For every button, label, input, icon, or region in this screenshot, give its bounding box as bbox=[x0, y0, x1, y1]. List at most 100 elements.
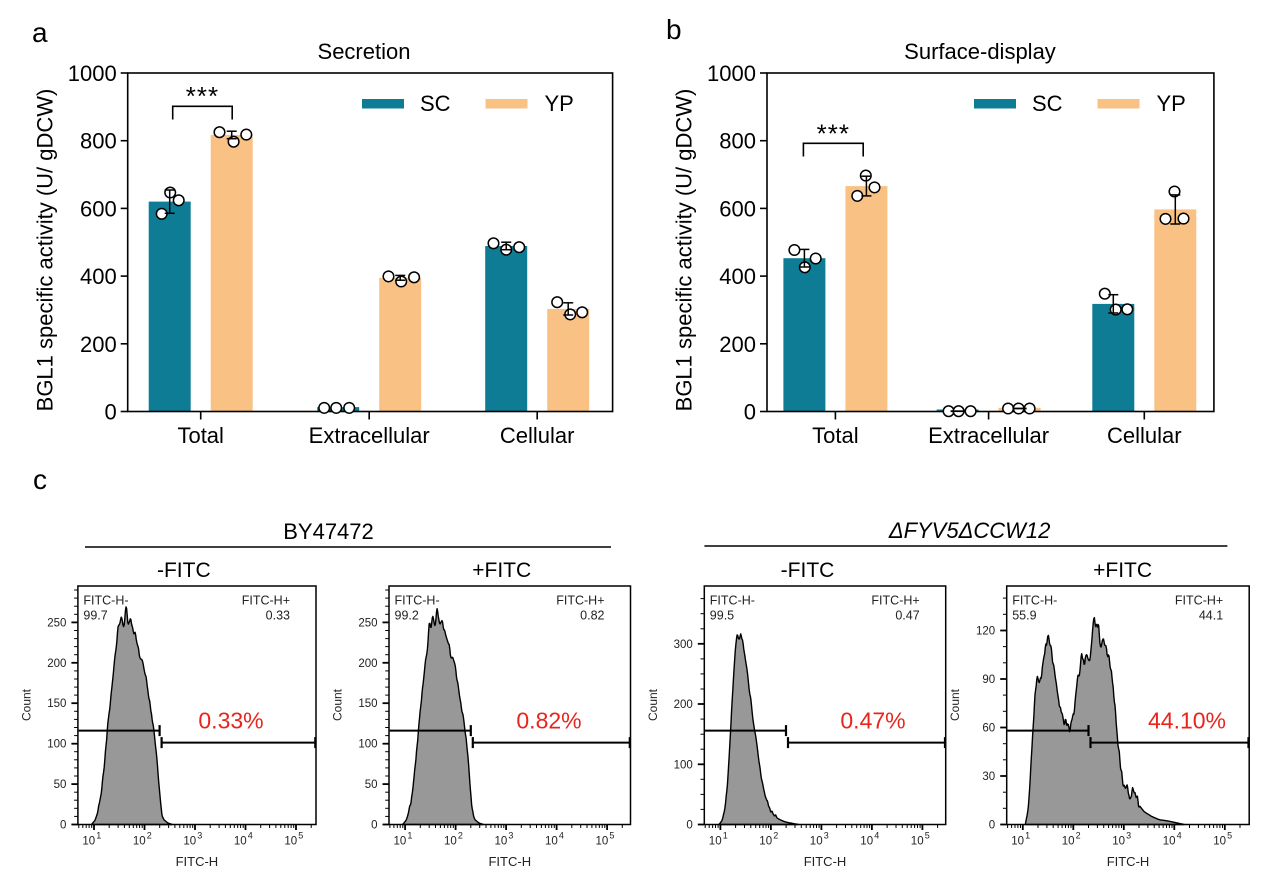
svg-text:0: 0 bbox=[686, 820, 692, 832]
svg-text:10: 10 bbox=[810, 836, 823, 848]
svg-text:0.33%: 0.33% bbox=[198, 708, 263, 734]
svg-text:3: 3 bbox=[508, 831, 513, 841]
svg-text:2: 2 bbox=[147, 831, 152, 841]
svg-text:99.5: 99.5 bbox=[710, 609, 734, 623]
svg-text:Total: Total bbox=[177, 423, 223, 448]
svg-text:10: 10 bbox=[596, 836, 609, 848]
svg-text:99.2: 99.2 bbox=[395, 609, 419, 623]
svg-text:Count: Count bbox=[646, 688, 660, 721]
svg-text:YP: YP bbox=[545, 91, 574, 116]
svg-text:50: 50 bbox=[54, 779, 67, 791]
svg-text:0: 0 bbox=[989, 820, 995, 832]
svg-text:10: 10 bbox=[183, 836, 196, 848]
svg-text:0.82: 0.82 bbox=[580, 609, 604, 623]
svg-text:b: b bbox=[666, 14, 682, 45]
svg-text:100: 100 bbox=[47, 739, 66, 751]
svg-text:FITC-H-: FITC-H- bbox=[710, 594, 755, 608]
svg-text:Count: Count bbox=[331, 688, 345, 721]
svg-text:10: 10 bbox=[545, 836, 558, 848]
svg-text:10: 10 bbox=[759, 836, 772, 848]
svg-text:FITC-H: FITC-H bbox=[804, 854, 847, 869]
svg-text:99.7: 99.7 bbox=[83, 609, 107, 623]
svg-text:+FITC: +FITC bbox=[1093, 559, 1152, 582]
svg-text:1000: 1000 bbox=[707, 61, 756, 86]
svg-text:200: 200 bbox=[47, 658, 66, 670]
svg-text:10: 10 bbox=[133, 836, 146, 848]
svg-text:FITC-H+: FITC-H+ bbox=[1175, 594, 1223, 608]
svg-text:3: 3 bbox=[824, 831, 829, 841]
svg-text:400: 400 bbox=[80, 264, 117, 289]
svg-text:BGL1 specific activity (U/ gDC: BGL1 specific activity (U/ gDCW) bbox=[672, 89, 697, 412]
svg-text:SC: SC bbox=[1032, 91, 1063, 116]
svg-text:-FITC: -FITC bbox=[157, 559, 211, 582]
svg-text:250: 250 bbox=[358, 617, 377, 629]
svg-text:ΔFYV5ΔCCW12: ΔFYV5ΔCCW12 bbox=[888, 518, 1051, 543]
svg-text:600: 600 bbox=[719, 196, 756, 221]
svg-text:10: 10 bbox=[1163, 836, 1176, 848]
svg-text:100: 100 bbox=[358, 739, 377, 751]
svg-text:FITC-H: FITC-H bbox=[1107, 854, 1150, 869]
svg-text:Extracellular: Extracellular bbox=[309, 423, 430, 448]
svg-text:100: 100 bbox=[674, 759, 693, 771]
svg-text:10: 10 bbox=[911, 836, 924, 848]
svg-text:***: *** bbox=[817, 118, 850, 148]
svg-text:1: 1 bbox=[407, 831, 412, 841]
svg-text:4: 4 bbox=[248, 831, 253, 841]
svg-text:10: 10 bbox=[1062, 836, 1075, 848]
svg-text:0: 0 bbox=[744, 400, 756, 425]
svg-text:200: 200 bbox=[80, 332, 117, 357]
svg-text:2: 2 bbox=[773, 831, 778, 841]
svg-text:2: 2 bbox=[1076, 831, 1081, 841]
svg-text:Count: Count bbox=[19, 688, 33, 721]
svg-text:Extracellular: Extracellular bbox=[928, 423, 1049, 448]
svg-text:0.47: 0.47 bbox=[895, 609, 919, 623]
svg-text:5: 5 bbox=[1227, 831, 1232, 841]
svg-text:YP: YP bbox=[1157, 91, 1186, 116]
svg-text:10: 10 bbox=[709, 836, 722, 848]
svg-text:0: 0 bbox=[371, 820, 377, 832]
svg-text:BY47472: BY47472 bbox=[283, 519, 374, 544]
svg-text:1: 1 bbox=[723, 831, 728, 841]
svg-text:FITC-H+: FITC-H+ bbox=[242, 594, 290, 608]
svg-text:44.10%: 44.10% bbox=[1148, 708, 1226, 734]
svg-text:120: 120 bbox=[976, 626, 995, 638]
svg-text:FITC-H-: FITC-H- bbox=[83, 594, 128, 608]
svg-text:1000: 1000 bbox=[68, 61, 117, 86]
svg-text:5: 5 bbox=[925, 831, 930, 841]
svg-text:5: 5 bbox=[609, 831, 614, 841]
svg-text:***: *** bbox=[186, 81, 219, 111]
svg-text:0: 0 bbox=[60, 820, 66, 832]
svg-text:300: 300 bbox=[674, 639, 693, 651]
svg-text:150: 150 bbox=[358, 698, 377, 710]
svg-text:44.1: 44.1 bbox=[1199, 609, 1223, 623]
svg-text:Cellular: Cellular bbox=[1107, 423, 1182, 448]
svg-text:FITC-H-: FITC-H- bbox=[1012, 594, 1057, 608]
svg-text:10: 10 bbox=[284, 836, 297, 848]
svg-text:0.33: 0.33 bbox=[266, 609, 290, 623]
svg-text:3: 3 bbox=[1126, 831, 1131, 841]
svg-text:0.47%: 0.47% bbox=[840, 708, 905, 734]
svg-text:60: 60 bbox=[982, 723, 995, 735]
svg-text:-FITC: -FITC bbox=[781, 559, 835, 582]
svg-text:0.82%: 0.82% bbox=[516, 708, 581, 734]
svg-text:SC: SC bbox=[420, 91, 451, 116]
svg-text:30: 30 bbox=[982, 771, 995, 783]
svg-text:250: 250 bbox=[47, 617, 66, 629]
svg-text:FITC-H: FITC-H bbox=[176, 854, 219, 869]
svg-text:10: 10 bbox=[860, 836, 873, 848]
svg-text:200: 200 bbox=[358, 658, 377, 670]
svg-text:10: 10 bbox=[234, 836, 247, 848]
svg-text:10: 10 bbox=[1011, 836, 1024, 848]
svg-text:4: 4 bbox=[874, 831, 879, 841]
svg-text:10: 10 bbox=[1213, 836, 1226, 848]
svg-text:200: 200 bbox=[674, 699, 693, 711]
svg-text:800: 800 bbox=[719, 129, 756, 154]
svg-text:800: 800 bbox=[80, 129, 117, 154]
svg-text:0: 0 bbox=[104, 400, 116, 425]
svg-text:2: 2 bbox=[458, 831, 463, 841]
svg-text:Total: Total bbox=[812, 423, 858, 448]
svg-text:FITC-H: FITC-H bbox=[488, 854, 531, 869]
svg-text:5: 5 bbox=[298, 831, 303, 841]
svg-text:Count: Count bbox=[948, 688, 962, 721]
svg-text:600: 600 bbox=[80, 196, 117, 221]
